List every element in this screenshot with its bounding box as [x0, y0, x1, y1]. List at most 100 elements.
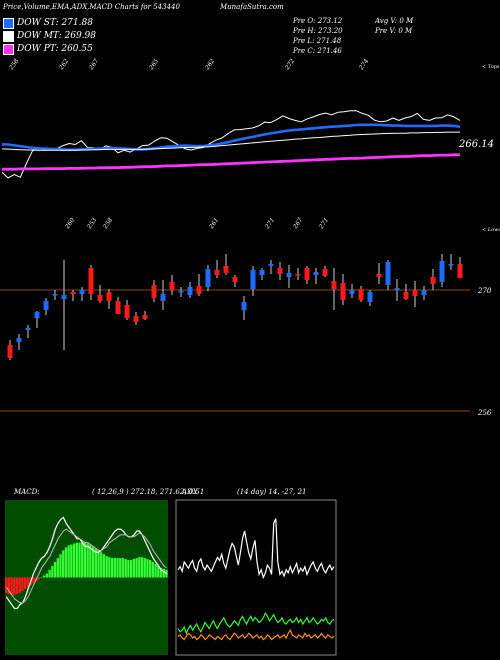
candle-body	[349, 290, 355, 294]
lows-axis-label: < Lows	[482, 227, 500, 233]
candle-body	[259, 270, 265, 275]
top-label: 262	[203, 58, 216, 72]
candle-body	[331, 281, 337, 289]
macd-histogram-bar	[75, 542, 78, 578]
macd-histogram-bar	[113, 558, 116, 578]
candle-body	[250, 270, 256, 289]
ema-series-ema_long	[2, 153, 460, 171]
adx-adx	[177, 518, 335, 580]
ema-series-close	[1, 110, 461, 179]
macd-histogram-bar	[108, 557, 111, 578]
candle-body	[52, 294, 58, 296]
candle-body	[268, 264, 274, 266]
candle-body	[376, 274, 382, 277]
candle-body	[169, 282, 175, 290]
macd-histogram-bar	[81, 542, 84, 578]
macd-histogram-bar	[37, 577, 40, 580]
candle-body	[448, 264, 454, 266]
macd-histogram-bar	[89, 544, 92, 578]
candle-body	[142, 315, 148, 319]
candle-body	[430, 277, 436, 284]
mid-label: 260	[63, 217, 76, 231]
candle-body	[178, 291, 184, 293]
candle-body	[151, 285, 157, 298]
candle-body	[70, 292, 76, 294]
candle-body	[79, 290, 85, 294]
macd-histogram-bar	[64, 547, 68, 578]
legend-mt-label: DOW MT: 269.98	[17, 31, 96, 41]
macd-histogram-bar	[45, 573, 49, 578]
macd-histogram-bar	[110, 558, 114, 578]
mid-label: 258	[101, 217, 114, 231]
macd-histogram-bar	[67, 545, 70, 578]
macd-histogram-bar	[78, 542, 81, 578]
legend-swatch-mt	[3, 31, 14, 42]
top-label: 262	[57, 58, 70, 72]
candle-body	[232, 277, 238, 282]
macd-histogram-bar	[62, 550, 65, 578]
top-label: 258	[7, 58, 20, 72]
candle-body	[241, 302, 247, 310]
macd-histogram-bar	[40, 577, 43, 578]
candle-body	[7, 345, 13, 358]
top-label: 265	[147, 58, 160, 72]
candle-body	[43, 301, 49, 310]
adx-panel-bg	[175, 499, 337, 656]
macd-histogram-bar	[21, 577, 24, 592]
candle-body	[88, 268, 94, 294]
macd-title: MACD:	[14, 488, 40, 496]
candle-body	[196, 286, 202, 294]
mid-label: 253	[85, 217, 98, 231]
macd-histogram-bar	[132, 559, 135, 578]
macd-histogram-bar	[51, 565, 54, 578]
macd-histogram-bar	[10, 577, 13, 595]
axis-tick-270: 270	[478, 287, 492, 295]
candle-body	[205, 269, 211, 287]
ohlc-low: Pre L: 271.48	[293, 37, 342, 45]
macd-histogram-bar	[70, 544, 73, 578]
macd-histogram-bar	[157, 565, 160, 578]
legend-st-label: DOW ST: 271.88	[17, 18, 93, 28]
ohlc-high: Pre H: 273.20	[293, 27, 343, 35]
candle-body	[367, 292, 373, 302]
candle-body	[403, 292, 409, 299]
candle-body	[286, 273, 292, 277]
top-label: 267	[87, 58, 100, 72]
macd-histogram-bar	[15, 577, 19, 594]
macd-histogram-bar	[86, 543, 89, 578]
candle-body	[394, 288, 400, 290]
candle-body	[412, 290, 418, 296]
legend-swatch-pt	[3, 44, 14, 55]
top-label: 272	[283, 58, 296, 72]
macd-histogram-bar	[127, 560, 130, 578]
macd-histogram-bar	[140, 557, 144, 578]
candle-body	[313, 272, 319, 275]
ema-series-ema_mid	[1, 131, 460, 151]
adx-plus-di	[177, 611, 335, 635]
macd-histogram-bar	[102, 554, 106, 578]
macd-histogram-bar	[148, 560, 152, 578]
macd-histogram-bar	[59, 554, 62, 578]
macd-histogram-bar	[24, 577, 27, 590]
chart-title: Price,Volume,EMA,ADX,MACD Charts for 543…	[3, 3, 180, 11]
adx-title: ADX	[182, 488, 198, 496]
macd-histogram-bar	[162, 568, 165, 578]
candle-body	[457, 264, 463, 278]
legend-dow-pt: DOW PT: 260.55	[3, 44, 93, 55]
candle-body	[115, 301, 121, 314]
candle-body	[439, 261, 445, 282]
macd-histogram-bar	[121, 558, 125, 578]
macd-histogram-bar	[48, 569, 51, 578]
macd-histogram-bar	[56, 558, 59, 578]
ema-series-ema_short	[1, 123, 461, 151]
macd-histogram-bar	[100, 552, 103, 578]
candle-body	[160, 294, 166, 301]
candle-body	[421, 290, 427, 295]
avg-volume: Avg V: 0 M	[375, 17, 414, 25]
candle-body	[385, 262, 391, 285]
mid-label: 271	[317, 217, 330, 231]
macd-histogram-bar	[146, 559, 149, 578]
candle-body	[106, 292, 112, 301]
